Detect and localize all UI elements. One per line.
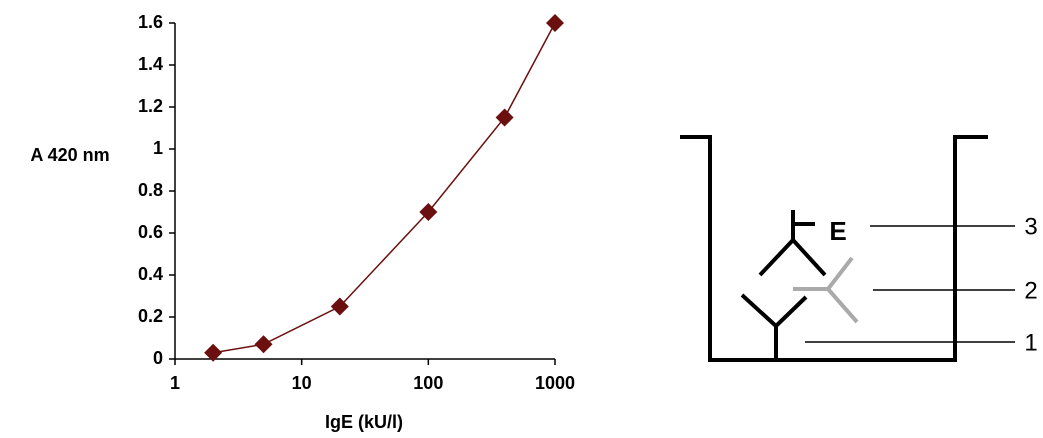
x-axis-title: IgE (kU/l)	[325, 412, 403, 432]
y-axis-title: A 420 nm	[30, 145, 109, 165]
diagram-label: 2	[1024, 277, 1037, 304]
x-tick-label: 10	[292, 373, 312, 393]
enzyme-label: E	[829, 216, 846, 246]
diagram-label: 1	[1024, 329, 1037, 356]
y-tick-label: 1.6	[138, 12, 163, 32]
y-tick-label: 0.8	[138, 180, 163, 200]
data-point	[495, 108, 514, 127]
antibody-3	[758, 210, 827, 277]
diagram-label: 3	[1024, 213, 1037, 240]
y-tick-label: 0	[153, 348, 163, 368]
y-tick-label: 1.4	[138, 54, 163, 74]
x-tick-label: 1000	[535, 373, 575, 393]
y-tick-label: 0.2	[138, 306, 163, 326]
data-point	[204, 343, 223, 362]
well	[680, 135, 988, 362]
x-tick-label: 100	[413, 373, 443, 393]
data-point	[254, 335, 273, 354]
leader-lines	[805, 225, 1015, 343]
y-tick-label: 0.6	[138, 222, 163, 242]
data-point	[546, 14, 564, 32]
data-point	[330, 297, 349, 316]
data-line	[213, 22, 556, 354]
antibody-1	[740, 293, 808, 360]
data-point	[419, 203, 438, 221]
y-tick-label: 1	[153, 138, 163, 158]
y-tick-label: 1.2	[138, 96, 163, 116]
diagram	[680, 135, 1015, 362]
x-tick-label: 1	[170, 373, 180, 393]
antibody-2	[793, 256, 859, 324]
y-tick-label: 0.4	[138, 264, 163, 284]
